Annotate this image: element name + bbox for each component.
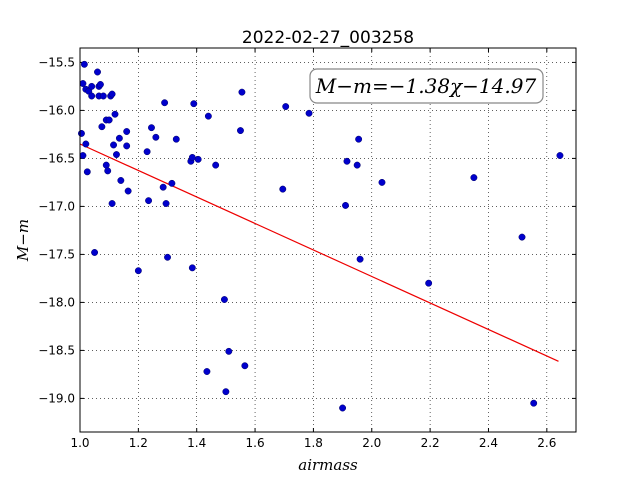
data-point (222, 388, 230, 396)
data-point (102, 161, 110, 169)
grid (79, 48, 576, 432)
data-point (203, 368, 211, 375)
x-tick-label: 2.4 (479, 436, 498, 450)
data-point (124, 187, 132, 195)
data-point (88, 82, 96, 90)
fit-annotation: M−m=−1.38χ−14.97 (309, 68, 544, 104)
data-point (342, 201, 349, 209)
data-point (282, 103, 290, 111)
data-point (83, 168, 91, 176)
fit-line-group (79, 143, 559, 362)
data-point (343, 157, 351, 165)
annotation-box (309, 68, 544, 104)
data-point (194, 155, 202, 163)
data-point (105, 116, 113, 124)
data-point (241, 362, 249, 370)
data-point (279, 185, 287, 193)
data-point (98, 123, 106, 131)
y-tick-label: −19.0 (38, 391, 75, 405)
data-point (111, 110, 119, 118)
data-point (115, 134, 123, 142)
x-tick-label: 1.0 (70, 436, 89, 450)
data-point (518, 233, 526, 241)
data-point (378, 178, 386, 186)
data-point (82, 140, 90, 148)
data-point (220, 296, 228, 303)
data-point (188, 264, 196, 272)
data-point (94, 68, 101, 76)
y-tick-label: −15.5 (38, 55, 75, 69)
data-point (204, 112, 212, 120)
data-point (108, 90, 116, 98)
data-point (108, 200, 116, 207)
data-point (161, 99, 169, 107)
plot-frame (79, 47, 577, 433)
data-point (110, 141, 118, 149)
data-point (355, 135, 363, 143)
data-point (145, 197, 153, 205)
x-axis-label: airmass (298, 456, 358, 474)
data-point (212, 161, 220, 169)
data-point (113, 151, 120, 159)
x-tick-label: 1.4 (187, 436, 206, 450)
data-point (152, 133, 160, 141)
data-point (78, 129, 85, 137)
data-point (143, 148, 151, 156)
data-point (225, 347, 233, 355)
data-point (123, 128, 131, 135)
data-point (190, 100, 198, 108)
y-tick-label: −17.0 (38, 199, 75, 213)
y-tick-label: −18.5 (38, 343, 75, 357)
data-point (79, 152, 87, 159)
data-point (88, 92, 96, 100)
data-point (356, 255, 364, 263)
data-point (99, 92, 107, 100)
x-tick-label: 2.0 (362, 436, 381, 450)
data-points (78, 60, 564, 412)
data-point (79, 80, 87, 87)
data-point (159, 183, 167, 191)
x-tick-label: 1.2 (129, 436, 148, 450)
data-point (134, 267, 142, 275)
data-point (168, 179, 176, 187)
data-point (148, 124, 155, 132)
fit-equation: M−m=−1.38χ−14.97 (315, 74, 537, 98)
data-point (425, 279, 433, 287)
data-point (470, 174, 478, 182)
x-tick-label: 1.8 (304, 436, 323, 450)
y-tick-label: −16.5 (38, 151, 75, 165)
data-point (238, 88, 246, 96)
y-tick-label: −17.5 (38, 247, 75, 261)
fit-line (79, 143, 559, 362)
x-tick-label: 1.6 (246, 436, 265, 450)
data-point (530, 399, 538, 407)
y-tick-label: −16.0 (38, 103, 75, 117)
data-point (117, 177, 125, 184)
data-point (164, 253, 171, 261)
data-point (556, 152, 564, 159)
x-tick-label: 2.6 (537, 436, 556, 450)
data-point (104, 167, 112, 175)
x-tick-label: 2.2 (421, 436, 440, 450)
axis-ticks: 1.0 1.2 1.4 1.6 1.8 2.0 2.2 2.4 2.6 −15.5 −16.0 −16… (38, 48, 576, 450)
data-point (80, 60, 88, 68)
data-point (91, 249, 99, 256)
data-point (305, 109, 313, 117)
data-point (188, 153, 196, 161)
data-point (339, 404, 347, 412)
data-point (353, 161, 361, 169)
chart-title: 2022-02-27_003258 (242, 28, 414, 48)
data-point (172, 135, 180, 143)
y-axis-label: M−m (14, 219, 32, 262)
data-point (237, 127, 244, 135)
data-point (162, 200, 170, 207)
data-point (96, 81, 104, 88)
y-tick-label: −18.0 (38, 295, 75, 309)
data-point (123, 142, 131, 150)
